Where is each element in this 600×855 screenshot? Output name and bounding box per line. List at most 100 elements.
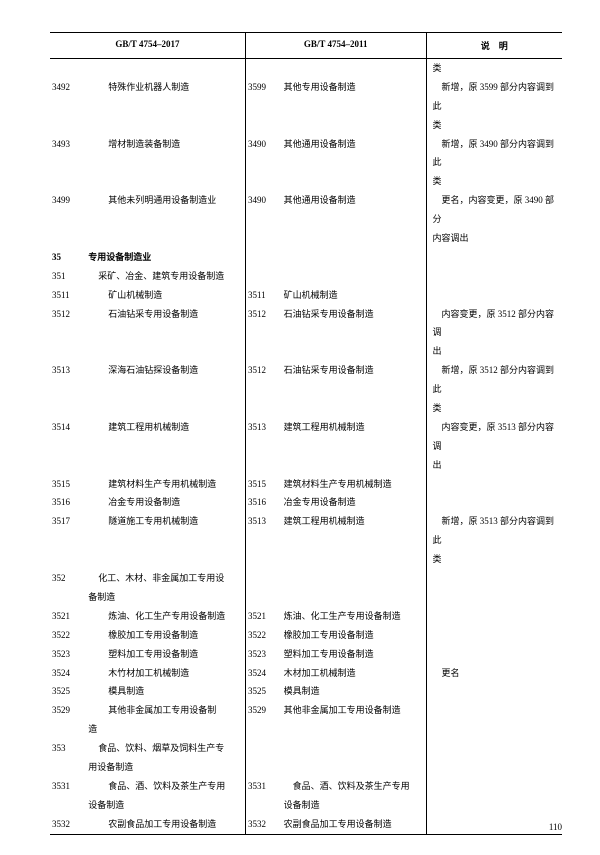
name-2017	[88, 550, 245, 569]
table-row: 3499其他未列明通用设备制造业3490其他通用设备制造 更名，内容变更，原 3…	[50, 191, 562, 229]
name-2011: 石油钻采专用设备制造	[284, 305, 426, 343]
table-row: 3515建筑材料生产专用机械制造3515建筑材料生产专用机械制造	[50, 475, 562, 494]
note-cell: 内容调出	[426, 229, 562, 248]
note-cell	[426, 796, 562, 815]
note-cell: 更名	[426, 664, 562, 683]
code-2011	[245, 569, 283, 588]
code-2017	[50, 456, 88, 475]
code-2017: 3524	[50, 664, 88, 683]
note-cell	[426, 588, 562, 607]
table-row: 3522橡胶加工专用设备制造3522橡胶加工专用设备制造	[50, 626, 562, 645]
name-2011: 建筑材料生产专用机械制造	[284, 475, 426, 494]
note-cell: 新增，原 3490 部分内容调到此	[426, 135, 562, 173]
code-2017	[50, 59, 88, 78]
table-row: 3521炼油、化工生产专用设备制造3521炼油、化工生产专用设备制造	[50, 607, 562, 626]
code-2011: 3511	[245, 286, 283, 305]
code-2011: 3515	[245, 475, 283, 494]
table-row: 3516冶金专用设备制造3516冶金专用设备制造	[50, 493, 562, 512]
name-2017: 化工、木材、非金属加工专用设	[88, 569, 245, 588]
code-2011: 3523	[245, 645, 283, 664]
note-cell	[426, 286, 562, 305]
note-cell: 新增，原 3512 部分内容调到此	[426, 361, 562, 399]
note-cell	[426, 475, 562, 494]
name-2011	[284, 569, 426, 588]
name-2017	[88, 456, 245, 475]
note-cell	[426, 607, 562, 626]
note-cell: 类	[426, 59, 562, 78]
table-row: 3524木竹材加工机械制造3524木材加工机械制造 更名	[50, 664, 562, 683]
note-cell	[426, 815, 562, 834]
code-2017: 3532	[50, 815, 88, 834]
note-cell: 类	[426, 399, 562, 418]
table-row: 3532农副食品加工专用设备制造3532农副食品加工专用设备制造	[50, 815, 562, 834]
table-row: 类	[50, 550, 562, 569]
code-2011: 3521	[245, 607, 283, 626]
header-note: 说 明	[426, 33, 562, 59]
code-2017: 3521	[50, 607, 88, 626]
note-cell: 内容变更，原 3512 部分内容调	[426, 305, 562, 343]
code-2011	[245, 399, 283, 418]
name-2017: 采矿、冶金、建筑专用设备制造	[88, 267, 245, 286]
table-row: 类	[50, 399, 562, 418]
name-2017: 深海石油钻探设备制造	[88, 361, 245, 399]
code-2011	[245, 267, 283, 286]
code-2017: 352	[50, 569, 88, 588]
name-2011	[284, 588, 426, 607]
name-2017: 造	[88, 720, 245, 739]
table-body: 类3492特殊作业机器人制造3599其他专用设备制造 新增，原 3599 部分内…	[50, 59, 562, 835]
table-row: 设备制造 设备制造	[50, 796, 562, 815]
name-2011: 食品、酒、饮料及茶生产专用	[284, 777, 426, 796]
code-2017: 3512	[50, 305, 88, 343]
table-row: 3493增材制造装备制造3490其他通用设备制造 新增，原 3490 部分内容调…	[50, 135, 562, 173]
code-2017: 351	[50, 267, 88, 286]
name-2011	[284, 550, 426, 569]
document-page: GB/T 4754–2017 GB/T 4754–2011 说 明 类3492特…	[0, 0, 600, 855]
table-row: 类	[50, 116, 562, 135]
name-2017: 冶金专用设备制造	[88, 493, 245, 512]
code-2017: 353	[50, 739, 88, 758]
name-2011	[284, 342, 426, 361]
note-cell: 类	[426, 116, 562, 135]
table-row: 用设备制造	[50, 758, 562, 777]
table-row: 造	[50, 720, 562, 739]
code-2017: 3513	[50, 361, 88, 399]
table-row: 351采矿、冶金、建筑专用设备制造	[50, 267, 562, 286]
name-2011	[284, 229, 426, 248]
name-2017	[88, 172, 245, 191]
name-2011: 建筑工程用机械制造	[284, 512, 426, 550]
code-2017: 3529	[50, 701, 88, 720]
code-2017: 3511	[50, 286, 88, 305]
name-2011	[284, 739, 426, 758]
name-2011: 炼油、化工生产专用设备制造	[284, 607, 426, 626]
note-cell: 类	[426, 550, 562, 569]
name-2017: 其他未列明通用设备制造业	[88, 191, 245, 229]
note-cell: 新增，原 3513 部分内容调到此	[426, 512, 562, 550]
code-2017: 3499	[50, 191, 88, 229]
note-cell	[426, 720, 562, 739]
table-row: 3531食品、酒、饮料及茶生产专用3531 食品、酒、饮料及茶生产专用	[50, 777, 562, 796]
name-2011	[284, 399, 426, 418]
code-2017: 3531	[50, 777, 88, 796]
note-cell	[426, 267, 562, 286]
note-cell: 出	[426, 456, 562, 475]
name-2017: 石油钻采专用设备制造	[88, 305, 245, 343]
code-2017	[50, 116, 88, 135]
name-2011: 塑料加工专用设备制造	[284, 645, 426, 664]
name-2017: 其他非金属加工专用设备制	[88, 701, 245, 720]
table-row: 类	[50, 172, 562, 191]
name-2011	[284, 720, 426, 739]
code-2017: 3517	[50, 512, 88, 550]
code-2011	[245, 720, 283, 739]
name-2017: 备制造	[88, 588, 245, 607]
name-2017: 用设备制造	[88, 758, 245, 777]
note-cell	[426, 758, 562, 777]
name-2017	[88, 342, 245, 361]
code-2017	[50, 550, 88, 569]
name-2017: 食品、饮料、烟草及饲料生产专	[88, 739, 245, 758]
name-2017: 增材制造装备制造	[88, 135, 245, 173]
note-cell	[426, 777, 562, 796]
code-2011	[245, 172, 283, 191]
table-row: 出	[50, 342, 562, 361]
note-cell	[426, 248, 562, 267]
code-2017	[50, 229, 88, 248]
